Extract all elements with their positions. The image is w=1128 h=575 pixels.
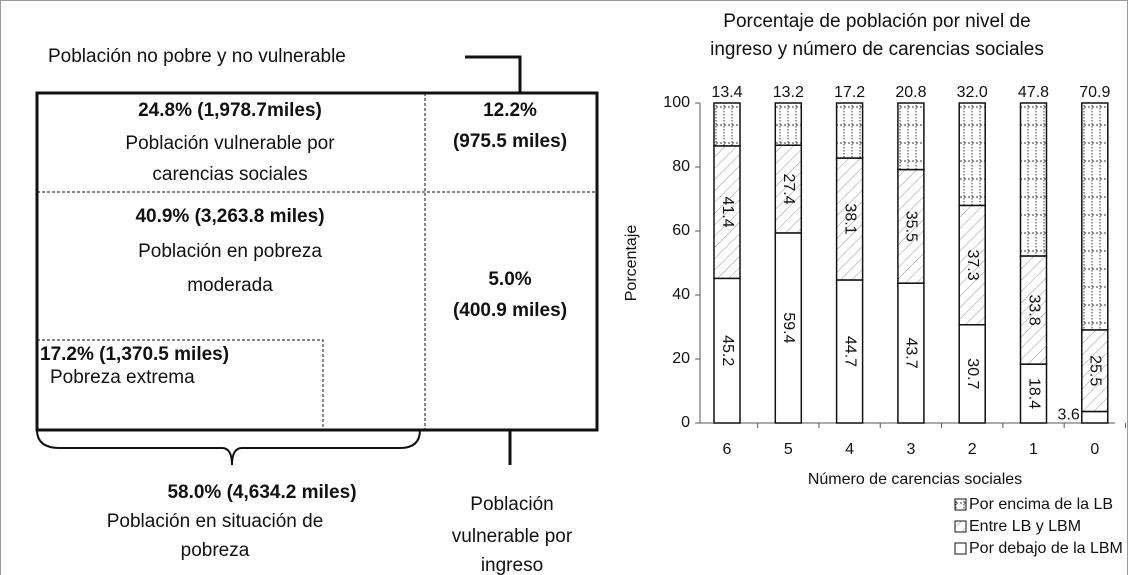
y-tick-label: 80 xyxy=(672,158,690,175)
x-tick-label: 0 xyxy=(1090,441,1099,458)
label: pobreza xyxy=(181,540,250,561)
legend-label: Por encima de la LB xyxy=(969,496,1113,513)
value-label: 3.6 xyxy=(1058,406,1080,423)
y-tick-label: 100 xyxy=(663,94,690,111)
bar-segment xyxy=(958,204,986,326)
bar-segment xyxy=(1081,410,1109,424)
legend-label: Por debajo de la LBM xyxy=(969,540,1123,557)
x-tick-label: 3 xyxy=(906,441,915,458)
x-axis-label: Número de carencias sociales xyxy=(808,471,1022,488)
bar-segment xyxy=(897,102,925,171)
x-tick-label: 5 xyxy=(784,441,793,458)
x-tick-label: 2 xyxy=(968,441,977,458)
value-label: 13.2 xyxy=(773,84,804,101)
value-label: 59.4 xyxy=(780,312,797,343)
figure-text: 24.8% (1,978.7miles) xyxy=(138,100,322,121)
extreme-box xyxy=(37,339,324,430)
label: Población vulnerable por xyxy=(125,133,335,154)
value-label: 43.7 xyxy=(903,338,920,369)
label: ingreso xyxy=(481,555,543,575)
y-axis-label: Porcentaje xyxy=(623,225,640,302)
bar-segment xyxy=(897,282,925,424)
figure-text: 5.0% xyxy=(488,269,531,290)
y-tick-label: 20 xyxy=(672,350,690,367)
bar-segment xyxy=(835,102,864,159)
value-label: 17.2 xyxy=(834,84,865,101)
figure-text: 17.2% (1,370.5 miles) xyxy=(40,344,229,365)
main-box xyxy=(35,91,599,432)
y-tick-label: 0 xyxy=(681,414,690,431)
bar-segment xyxy=(1081,102,1109,331)
chart-title: ingreso y número de carencias sociales xyxy=(710,39,1044,60)
label: Población en situación de xyxy=(107,511,324,532)
value-label: 44.7 xyxy=(841,336,858,367)
value-label: 38.1 xyxy=(841,203,858,234)
bar-segment xyxy=(958,102,986,207)
value-label: 70.9 xyxy=(1079,84,1110,101)
figure-text: 58.0% (4,634.2 miles) xyxy=(167,482,356,503)
figure-text: 40.9% (3,263.8 miles) xyxy=(135,206,324,227)
legend-swatch xyxy=(954,498,967,511)
bar-segment xyxy=(774,102,803,146)
label: carencias sociales xyxy=(152,164,307,185)
top-label: Población no pobre y no vulnerable xyxy=(48,46,346,67)
bar-segment xyxy=(897,168,925,284)
label: Población xyxy=(470,494,553,515)
bar-segment xyxy=(835,157,864,281)
bar-segment xyxy=(713,102,741,147)
bar-segment xyxy=(1019,363,1048,424)
bar-segment xyxy=(1019,102,1048,257)
y-tick-label: 40 xyxy=(672,286,690,303)
figure-text: (400.9 miles) xyxy=(453,300,567,321)
bar-segment xyxy=(958,324,986,424)
label: vulnerable por xyxy=(452,526,573,547)
bar-segment xyxy=(774,144,803,234)
x-tick-label: 6 xyxy=(723,441,732,458)
value-label: 18.4 xyxy=(1025,378,1042,409)
legend-swatch xyxy=(954,542,967,555)
figure-text: (975.5 miles) xyxy=(453,131,567,152)
value-label: 20.8 xyxy=(895,84,926,101)
label: Pobreza extrema xyxy=(50,367,195,388)
chart-title: Porcentaje de población por nivel de xyxy=(723,11,1030,32)
legend-label: Entre LB y LBM xyxy=(969,518,1081,535)
label: Población en pobreza xyxy=(138,241,322,262)
figure-text: 12.2% xyxy=(483,100,537,121)
value-label: 33.8 xyxy=(1025,294,1042,325)
y-tick-label: 60 xyxy=(672,222,690,239)
legend-swatch xyxy=(954,520,967,533)
bar-segment xyxy=(1081,329,1109,413)
value-label: 47.8 xyxy=(1018,84,1049,101)
value-label: 37.3 xyxy=(964,250,981,281)
value-label: 30.7 xyxy=(964,358,981,389)
bar-segment xyxy=(713,277,741,424)
value-label: 27.4 xyxy=(780,174,797,205)
bar-segment xyxy=(774,232,803,424)
value-label: 13.4 xyxy=(711,84,742,101)
x-tick-label: 4 xyxy=(845,441,854,458)
x-tick-label: 1 xyxy=(1029,441,1038,458)
label: moderada xyxy=(187,275,273,296)
value-label: 35.5 xyxy=(903,211,920,242)
value-label: 32.0 xyxy=(957,84,988,101)
value-label: 41.4 xyxy=(719,197,736,228)
value-label: 45.2 xyxy=(719,335,736,366)
brace xyxy=(36,429,421,466)
connector xyxy=(465,55,522,93)
value-label: 25.5 xyxy=(1087,355,1104,386)
